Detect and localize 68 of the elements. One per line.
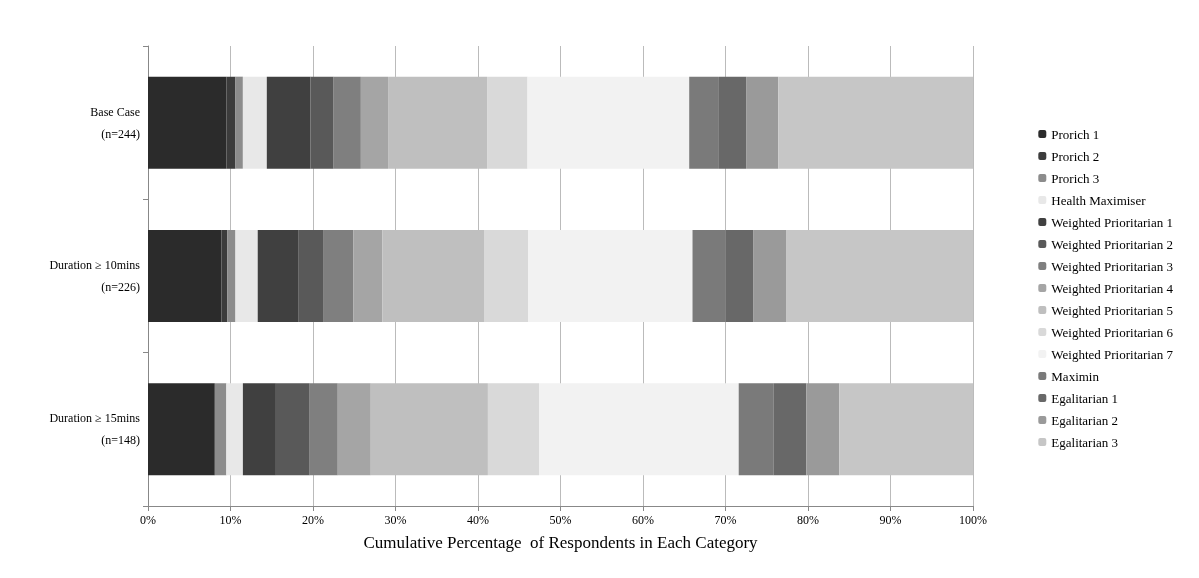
bar (718, 76, 747, 169)
bar (310, 76, 334, 169)
bar (242, 76, 267, 169)
bar (148, 383, 215, 476)
legend-label: Weighted Prioritarian 2 (1051, 236, 1174, 252)
x-tick-label: 80% (797, 513, 819, 527)
bar (753, 230, 787, 322)
bar (725, 230, 754, 322)
legend-label: Egalitarian 2 (1051, 412, 1119, 428)
legend-label: Weighted Prioritarian 5 (1051, 302, 1174, 318)
bar (353, 230, 383, 322)
x-tick-label: 60% (632, 513, 654, 527)
x-tick-label: 10% (219, 513, 242, 527)
legend-label: Weighted Prioritarian 1 (1051, 214, 1174, 230)
bar (527, 76, 690, 169)
y-tick-label: Duration ≥ 15mins (n=148) (49, 411, 141, 448)
bar (773, 383, 807, 476)
legend-label: Prorich 1 (1051, 126, 1100, 142)
x-tick-label: 0% (140, 513, 156, 527)
bar (689, 76, 719, 169)
legend-label: Prorich 2 (1051, 148, 1100, 164)
bar (746, 76, 779, 169)
legend-label: Prorich 3 (1051, 170, 1100, 186)
legend-label: Egalitarian 3 (1051, 434, 1119, 450)
bar (333, 76, 361, 169)
bar (528, 230, 693, 322)
bar (806, 383, 840, 476)
x-tick-label: 50% (549, 513, 572, 527)
legend-label: Weighted Prioritarian 7 (1051, 346, 1174, 362)
bar (275, 383, 310, 476)
bar (298, 230, 324, 322)
bar (266, 76, 311, 169)
x-tick-label: 20% (302, 513, 324, 527)
y-tick-label: Base Case (n=244) (90, 104, 140, 141)
bar (257, 230, 299, 322)
bar (242, 383, 276, 476)
y-tick-label: Duration ≥ 10mins (n=226) (49, 258, 141, 294)
bar (323, 230, 354, 322)
legend-label: Egalitarian 1 (1051, 390, 1119, 406)
legend-label: Maximin (1051, 368, 1100, 384)
bar (539, 383, 739, 476)
bar (337, 383, 371, 476)
bar (221, 230, 228, 322)
bar (235, 76, 243, 169)
bar (148, 230, 222, 322)
legend-label: Weighted Prioritarian 4 (1051, 280, 1174, 296)
bar (235, 230, 258, 322)
legend-label: Weighted Prioritarian 6 (1051, 324, 1174, 340)
x-tick-label: 30% (384, 513, 407, 527)
bar (226, 383, 243, 476)
bar (226, 76, 236, 169)
x-tick-label: 40% (467, 513, 489, 527)
bar (692, 230, 726, 322)
x-axis-title: Cumulative Percentage of Respondents in Each Category (363, 533, 759, 552)
bar (214, 383, 227, 476)
legend-label: Health Maximiser (1051, 192, 1147, 208)
x-tick-label: 70% (714, 513, 737, 527)
bar (309, 383, 338, 476)
bar (738, 383, 774, 476)
bar (360, 76, 389, 169)
bar (487, 76, 528, 169)
x-tick-label: 90% (879, 513, 902, 527)
bar (487, 383, 540, 476)
bar (148, 76, 227, 169)
x-tick-label: 100% (959, 513, 987, 527)
legend-label: Weighted Prioritarian 3 (1051, 258, 1174, 274)
bar (484, 230, 529, 322)
bar (227, 230, 236, 322)
